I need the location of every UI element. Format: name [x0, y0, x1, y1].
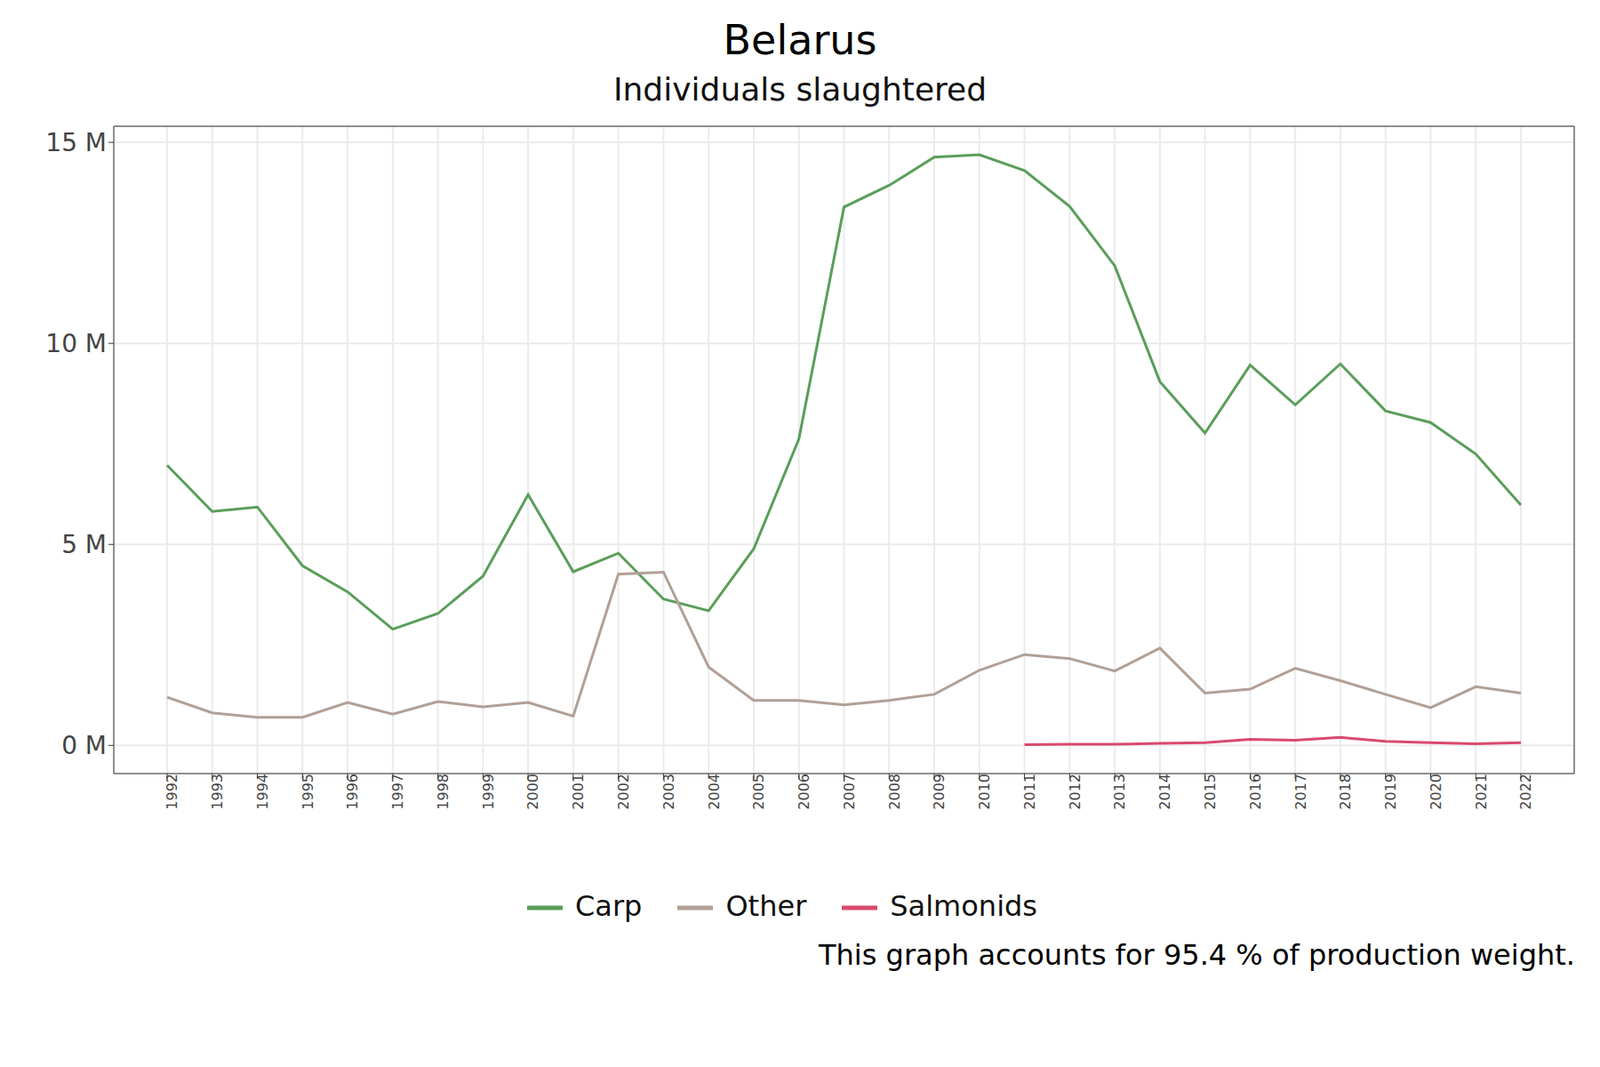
svg-text:2022: 2022 [1517, 773, 1535, 810]
svg-text:2003: 2003 [660, 773, 678, 810]
svg-text:2015: 2015 [1201, 773, 1219, 810]
svg-text:1993: 1993 [208, 773, 226, 810]
svg-text:2005: 2005 [750, 773, 768, 810]
html-text:Other: Other [725, 888, 807, 923]
svg-text:1992: 1992 [163, 773, 181, 810]
svg-text:2017: 2017 [1292, 773, 1310, 810]
svg-text:2021: 2021 [1472, 773, 1490, 810]
svg-text:2018: 2018 [1336, 773, 1354, 810]
svg-text:2002: 2002 [615, 773, 632, 810]
svg-text:2001: 2001 [569, 773, 587, 810]
svg-text:1996: 1996 [344, 773, 361, 810]
svg-text:2016: 2016 [1247, 773, 1264, 810]
svg-text:2013: 2013 [1111, 773, 1128, 810]
svg-text:2020: 2020 [1427, 773, 1445, 810]
svg-text:1994: 1994 [254, 773, 272, 810]
svg-text:10 M: 10 M [45, 328, 107, 359]
svg-text:2000: 2000 [524, 773, 542, 810]
svg-text:1998: 1998 [434, 773, 452, 810]
svg-text:2004: 2004 [705, 773, 723, 810]
svg-text:2019: 2019 [1382, 773, 1400, 810]
html-text:This graph accounts for 95.4 %: This graph accounts for 95.4 % of produc… [818, 937, 1576, 972]
svg-text:5 M: 5 M [61, 529, 107, 560]
html-text:Individuals slaughtered: Individuals slaughtered [613, 71, 987, 108]
html-text:Salmonids: Salmonids [890, 888, 1038, 923]
svg-text:2011: 2011 [1021, 773, 1039, 810]
svg-text:1995: 1995 [299, 773, 317, 810]
svg-text:2008: 2008 [886, 773, 904, 810]
svg-text:2014: 2014 [1156, 773, 1174, 810]
svg-text:2006: 2006 [795, 773, 813, 810]
html-text:Belarus: Belarus [723, 16, 877, 64]
svg-text:1997: 1997 [389, 773, 407, 810]
svg-text:1999: 1999 [480, 773, 497, 810]
svg-text:15 M: 15 M [45, 128, 107, 158]
svg-text:2012: 2012 [1066, 773, 1084, 810]
svg-text:2007: 2007 [840, 773, 858, 810]
svg-text:0 M: 0 M [61, 730, 107, 760]
svg-text:2009: 2009 [930, 773, 948, 810]
svg-text:2010: 2010 [976, 773, 993, 810]
html-text:Carp: Carp [575, 888, 643, 923]
